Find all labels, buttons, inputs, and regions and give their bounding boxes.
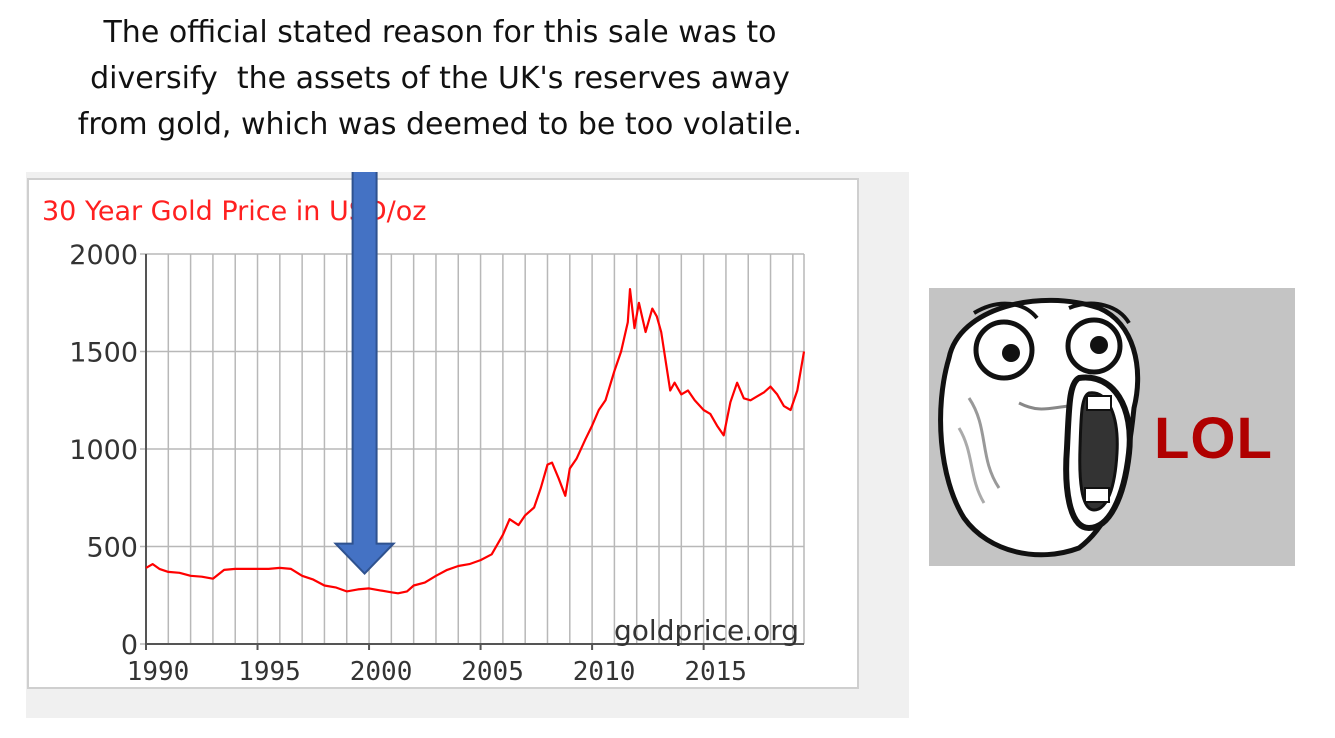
caption-text: The official stated reason for this sale…: [0, 10, 880, 148]
lol-face-icon: [938, 297, 1141, 558]
goldprice-watermark: goldprice.org: [614, 614, 799, 647]
caption-line-2: diversify the assets of the UK's reserve…: [90, 61, 790, 96]
lol-meme-image: [929, 288, 1295, 566]
gold-price-chart: 0 500 1000 1500 2000 1990 1995 2000 2005 2010 2015…: [27, 172, 859, 689]
x-tick-label: 2005: [461, 657, 524, 687]
lol-label: LOL: [1154, 406, 1273, 471]
y-tick-label: 0: [121, 630, 138, 661]
x-tick-label: 2000: [350, 657, 413, 687]
x-tick-label: 2010: [573, 657, 636, 687]
down-arrow-icon: [333, 172, 396, 576]
caption-line-3: from gold, which was deemed to be too vo…: [77, 107, 803, 142]
y-tick-label: 500: [86, 533, 138, 564]
y-tick-label: 1500: [69, 338, 138, 369]
x-tick-label: 1990: [127, 657, 190, 687]
y-tick-label: 2000: [69, 240, 138, 271]
caption-line-1: The official stated reason for this sale…: [103, 15, 777, 50]
chart-frame: [27, 178, 859, 689]
gold-price-chart-panel: 0 500 1000 1500 2000 1990 1995 2000 2005 2010 2015…: [26, 172, 909, 718]
x-tick-label: 1995: [238, 657, 301, 687]
x-tick-label: 2015: [684, 657, 747, 687]
y-tick-label: 1000: [69, 435, 138, 466]
gold-price-line: [145, 287, 806, 595]
